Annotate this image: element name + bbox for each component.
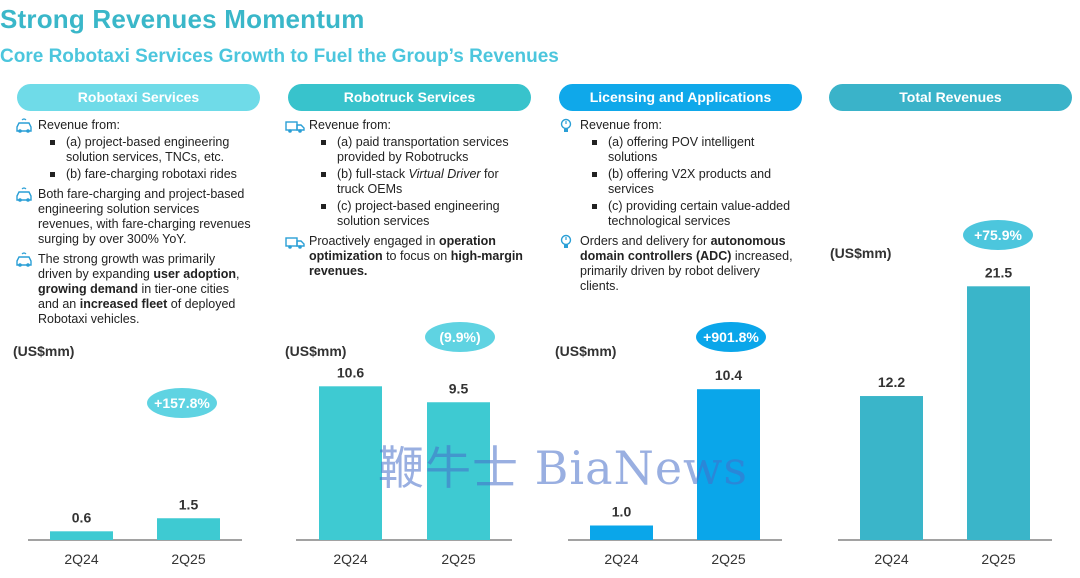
bullet-item: Revenue from: (a) offering POV intelligen… (556, 118, 794, 229)
bar-2q24 (319, 386, 382, 540)
growth-badge-label: +901.8% (703, 329, 759, 345)
category-tick-label: 2Q25 (441, 551, 475, 567)
bar-value-label: 10.4 (715, 367, 742, 383)
growth-badge (147, 388, 217, 418)
sub-list-item: (b) full-stack Virtual Driver for truck … (321, 167, 523, 197)
sub-list-item: (a) project-based engineering solution s… (50, 135, 252, 165)
bullet-text: Proactively engaged in operation optimiz… (309, 234, 523, 278)
bullet-item: The strong growth was primarily driven b… (14, 252, 252, 327)
sub-list-item: (c) providing certain value-added techno… (592, 199, 794, 229)
sub-list-item: (b) offering V2X products and services (592, 167, 794, 197)
category-tick-label: 2Q24 (874, 551, 908, 567)
growth-badge-label: +75.9% (974, 227, 1022, 243)
car-icon (14, 118, 34, 134)
bullet-text: Both fare-charging and project-based eng… (38, 187, 251, 246)
robotruck-unit-label: (US$mm) (285, 343, 347, 359)
bullet-text: Revenue from: (38, 118, 120, 132)
bar-value-label: 10.6 (337, 364, 364, 380)
bar-2q25 (967, 286, 1030, 540)
category-tick-label: 2Q25 (981, 551, 1015, 567)
pill-total-revenues: Total Revenues (829, 84, 1072, 111)
bar-value-label: 0.6 (72, 509, 92, 525)
truck-icon (285, 118, 305, 134)
sub-list-item: (c) project-based engineering solution s… (321, 199, 523, 229)
bar-2q25 (157, 518, 220, 540)
sub-list: (a) offering POV intelligent solutions (b… (580, 135, 794, 229)
growth-badge (963, 220, 1033, 250)
category-tick-label: 2Q24 (333, 551, 367, 567)
bullet-item: Both fare-charging and project-based eng… (14, 187, 252, 247)
pill-robotruck-services: Robotruck Services (288, 84, 531, 111)
bar-value-label: 9.5 (449, 380, 469, 396)
bullet-item: Revenue from: (a) paid transportation ser… (285, 118, 523, 229)
bullet-item: Proactively engaged in operation optimiz… (285, 234, 523, 279)
bar-value-label: 1.0 (612, 504, 632, 520)
bullet-text: The strong growth was primarily driven b… (38, 252, 240, 326)
category-tick-label: 2Q25 (171, 551, 205, 567)
bullet-item: Revenue from: (a) project-based engineeri… (14, 118, 252, 182)
category-tick-label: 2Q24 (604, 551, 638, 567)
sub-list-item: (b) fare-charging robotaxi rides (50, 167, 252, 182)
bar-2q25 (427, 402, 490, 540)
bullet-text: Revenue from: (309, 118, 391, 132)
robotaxi-unit-label: (US$mm) (13, 343, 75, 359)
bar-value-label: 1.5 (179, 496, 199, 512)
bianews-watermark: 鞭牛士 BiaNews (378, 441, 749, 495)
sub-list: (a) paid transportation services provide… (309, 135, 523, 229)
car-icon (14, 252, 34, 268)
bar-value-label: 21.5 (985, 264, 1012, 280)
bulb-icon (556, 118, 576, 134)
page-subtitle: Core Robotaxi Services Growth to Fuel th… (0, 46, 559, 67)
growth-badge-label: (9.9%) (439, 329, 480, 345)
pill-robotaxi-services: Robotaxi Services (17, 84, 260, 111)
bar-2q24 (590, 525, 653, 540)
licensing-text: Revenue from: (a) offering POV intelligen… (556, 118, 794, 299)
sub-list-item: (a) offering POV intelligent solutions (592, 135, 794, 165)
truck-icon (285, 234, 305, 250)
sub-list: (a) project-based engineering solution s… (38, 135, 252, 182)
growth-badge-label: +157.8% (154, 395, 210, 411)
bar-value-label: 12.2 (878, 374, 905, 390)
growth-badge (425, 322, 495, 352)
total-unit-label: (US$mm) (830, 245, 892, 261)
sub-list-item: (a) paid transportation services provide… (321, 135, 523, 165)
category-tick-label: 2Q24 (64, 551, 98, 567)
bullet-text: Orders and delivery for autonomous domai… (580, 234, 793, 293)
bullet-text: Revenue from: (580, 118, 662, 132)
bulb-icon (556, 234, 576, 250)
bullet-item: Orders and delivery for autonomous domai… (556, 234, 794, 294)
bar-2q25 (697, 389, 760, 540)
robotaxi-text: Revenue from: (a) project-based engineeri… (14, 118, 252, 332)
growth-badge (696, 322, 766, 352)
category-tick-label: 2Q25 (711, 551, 745, 567)
page-title: Strong Revenues Momentum (0, 4, 365, 34)
car-icon (14, 187, 34, 203)
licensing-unit-label: (US$mm) (555, 343, 617, 359)
robotruck-text: Revenue from: (a) paid transportation ser… (285, 118, 523, 284)
pill-licensing-applications: Licensing and Applications (559, 84, 802, 111)
bar-2q24 (50, 531, 113, 540)
bar-2q24 (860, 396, 923, 540)
